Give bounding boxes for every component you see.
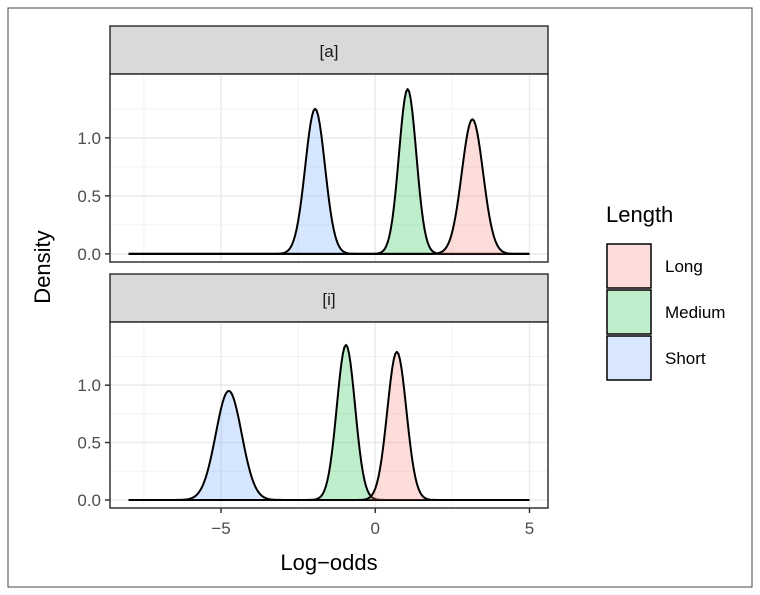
y-tick-label: 0.0 [77, 491, 101, 510]
y-tick-label: 0.5 [77, 434, 101, 453]
panel-border-i [109, 321, 549, 509]
facet-strip-a [109, 25, 549, 75]
legend: Length Long Medium Short [606, 202, 725, 381]
y-tick-label: 0.0 [77, 245, 101, 264]
legend-key-short [606, 335, 652, 381]
panel-grid-a [110, 74, 548, 262]
panel-border-a [109, 73, 549, 263]
y-tick-label: 0.5 [77, 187, 101, 206]
density-curves-a [128, 88, 530, 255]
x-tick-label: −5 [211, 519, 230, 538]
facet-strip-label-a: [a] [320, 42, 339, 61]
legend-label-long: Long [665, 257, 703, 276]
facet-panel-a: [a] 0.0 0.5 1.0 [77, 25, 549, 264]
x-axis: −5 0 5 [211, 508, 534, 538]
x-axis-title: Log−odds [280, 550, 377, 575]
legend-label-medium: Medium [665, 303, 725, 322]
legend-key-long [606, 243, 652, 289]
legend-items: Long Medium Short [606, 243, 725, 381]
y-axis-i: 0.0 0.5 1.0 [77, 376, 110, 510]
y-axis-title: Density [30, 230, 55, 303]
legend-title: Length [606, 202, 673, 227]
facet-strip-label-i: [i] [322, 290, 335, 309]
y-axis-a: 0.0 0.5 1.0 [77, 129, 110, 264]
density-area-short [128, 108, 530, 254]
facet-panel-i: [i] 0.0 0.5 1.0 [77, 273, 549, 510]
legend-label-short: Short [665, 349, 706, 368]
y-tick-label: 1.0 [77, 376, 101, 395]
density-area-long [128, 119, 530, 254]
x-tick-label: 5 [525, 519, 534, 538]
density-curves-i [128, 343, 530, 501]
density-line-long [128, 350, 530, 501]
panel-background [110, 74, 548, 262]
y-tick-label: 1.0 [77, 129, 101, 148]
density-line-long [128, 118, 530, 255]
density-area-short [128, 390, 530, 500]
x-tick-label: 0 [371, 519, 380, 538]
legend-key-medium [606, 289, 652, 335]
